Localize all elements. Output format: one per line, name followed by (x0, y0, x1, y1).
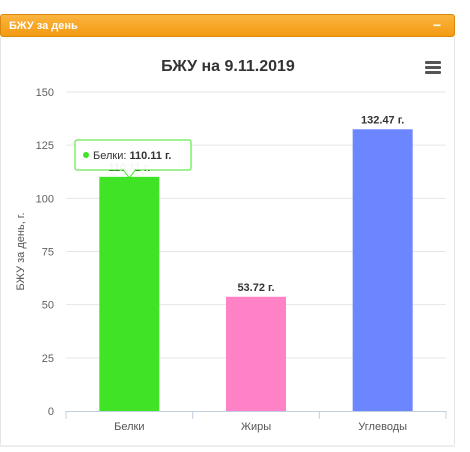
bar-2[interactable] (226, 296, 286, 411)
hamburger-menu-icon[interactable] (424, 61, 442, 77)
x-tick-label: Жиры (241, 421, 271, 433)
data-label: 53.72 г. (237, 282, 274, 294)
tooltip-value: 110.11 г. (129, 150, 171, 162)
x-tick-label: Углеводы (358, 421, 407, 433)
tooltip-marker (83, 152, 89, 158)
data-label: 132.47 г. (361, 114, 404, 126)
panel-header: БЖУ за день − (0, 14, 455, 37)
y-axis-label: БЖУ за день, г. (15, 212, 27, 290)
bar-3[interactable] (352, 129, 413, 411)
bar-chart: БЖУ на 9.11.2019 0 25 50 75 100 125 150 БЖУ за… (1, 37, 454, 445)
chart-title: БЖУ на 9.11.2019 (161, 58, 295, 75)
y-axis-ticks: 0 25 50 75 100 125 150 (36, 87, 54, 418)
y-tick-label: 0 (48, 406, 54, 418)
bars: 110.11 г. 53.72 г. 132.47 г. (99, 114, 413, 411)
panel-footer-strip (0, 444, 455, 447)
collapse-icon[interactable]: − (432, 17, 442, 33)
tooltip-series-label: Белки: (93, 150, 129, 162)
y-tick-label: 150 (36, 87, 54, 99)
y-tick-label: 50 (42, 300, 54, 312)
bar-1[interactable] (99, 176, 160, 411)
svg-text:Белки: 110.11 г.: Белки: 110.11 г. (93, 150, 172, 162)
tooltip: Белки: 110.11 г. (74, 139, 192, 179)
y-tick-label: 125 (36, 140, 54, 152)
y-tick-label: 25 (42, 353, 54, 365)
panel-title: БЖУ за день (9, 20, 78, 32)
y-tick-label: 75 (42, 247, 54, 259)
y-tick-label: 100 (36, 193, 54, 205)
x-tick-label: Белки (114, 421, 144, 433)
x-axis: Белки Жиры Углеводы (65, 411, 447, 433)
